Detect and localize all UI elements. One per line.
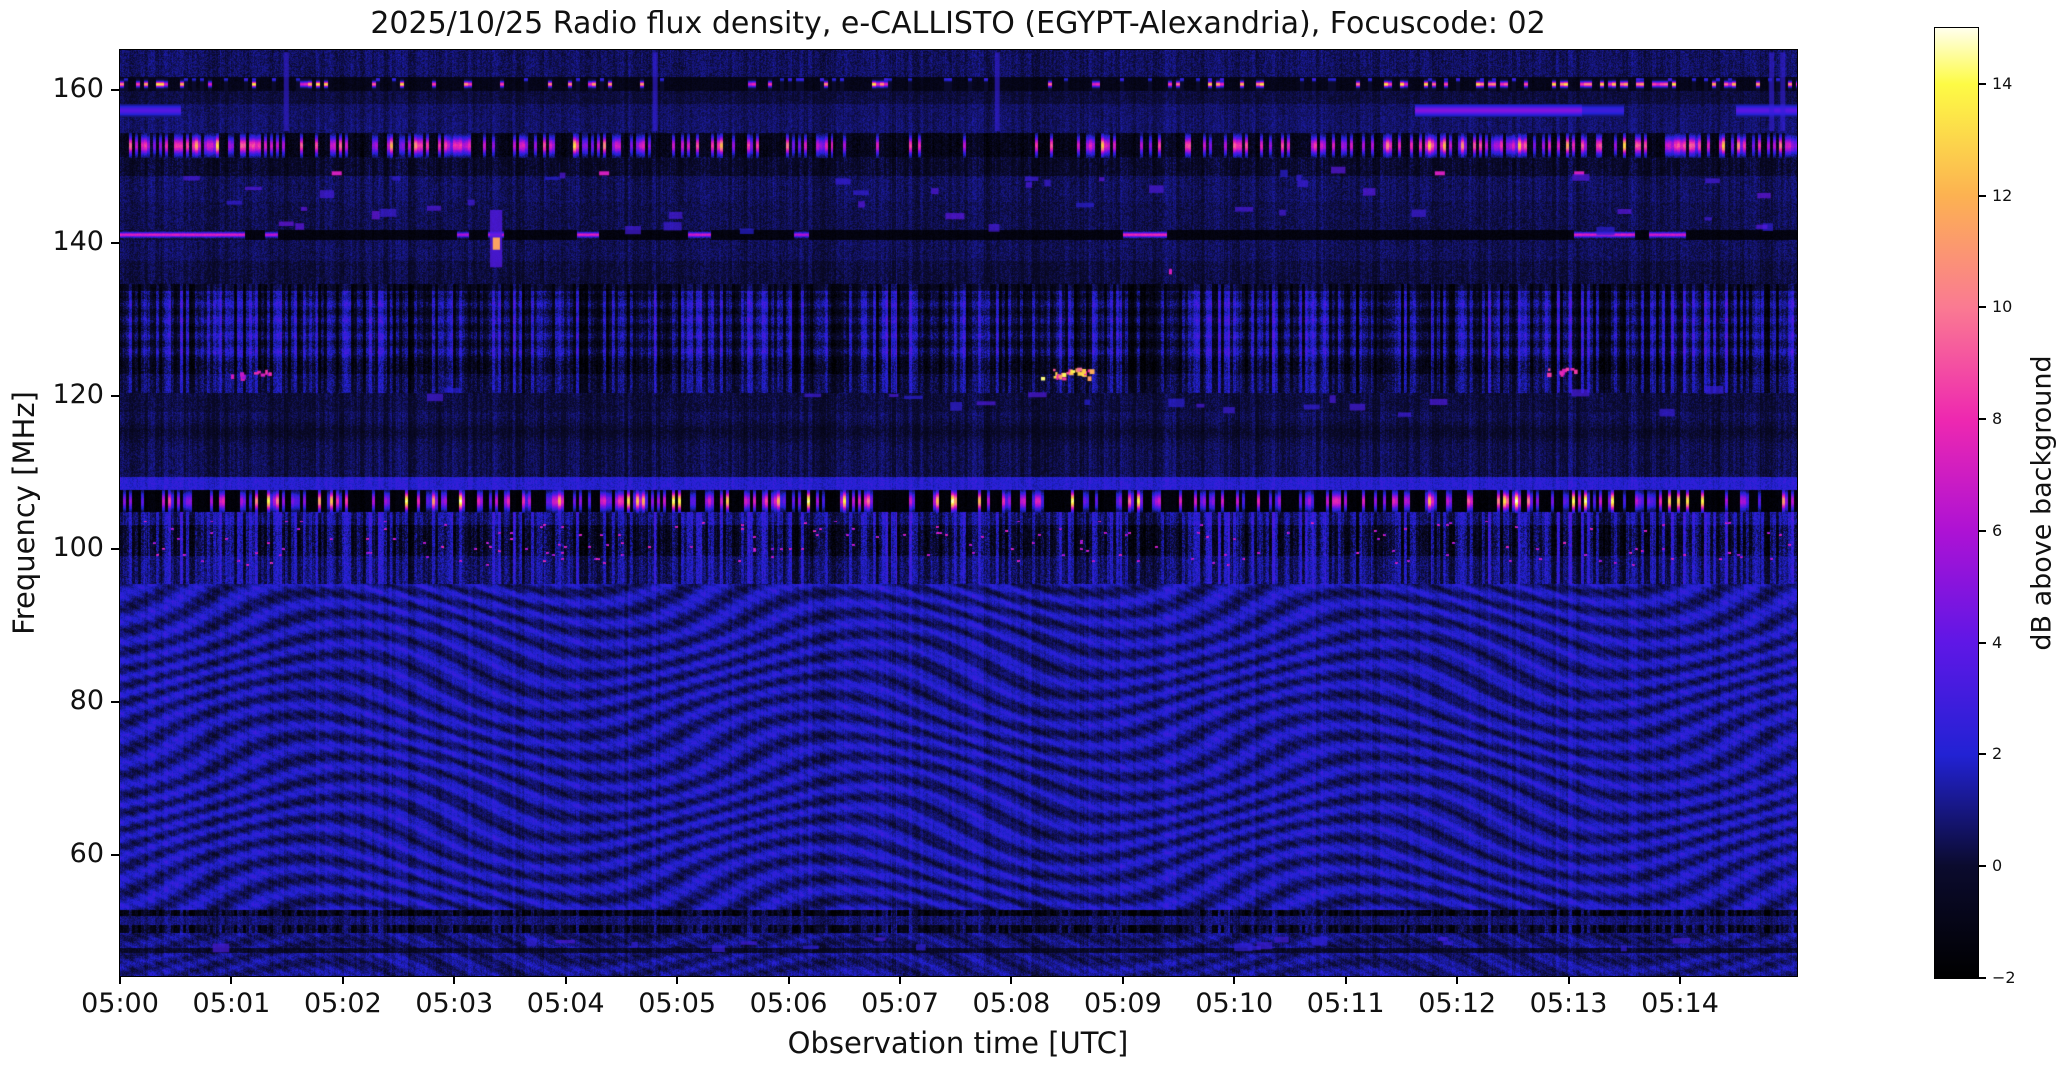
x-tick xyxy=(1679,976,1681,984)
x-tick-label: 05:04 xyxy=(526,988,605,1019)
y-tick xyxy=(111,547,119,550)
x-tick-label: 05:14 xyxy=(1641,988,1719,1019)
colorbar-tick xyxy=(1979,865,1986,868)
colorbar-tick-label: 14 xyxy=(1992,73,2013,93)
x-tick xyxy=(1233,976,1236,984)
x-tick-label: 05:10 xyxy=(1195,988,1274,1019)
x-tick xyxy=(230,976,233,984)
x-tick-label: 05:07 xyxy=(861,988,939,1019)
y-tick-label: 80 xyxy=(69,685,104,717)
x-tick-label: 05:02 xyxy=(303,988,382,1019)
x-tick-label: 05:12 xyxy=(1418,988,1497,1019)
colorbar-tick xyxy=(1979,529,1986,532)
x-tick xyxy=(1010,976,1013,984)
x-tick xyxy=(899,976,901,984)
colorbar-label: dB above background xyxy=(2026,355,2058,651)
colorbar-tick xyxy=(1979,977,1986,979)
x-tick xyxy=(341,976,344,984)
x-tick xyxy=(676,976,679,984)
colorbar-tick-label: 4 xyxy=(1992,632,2003,652)
colorbar-tick-label: 10 xyxy=(1992,297,2013,317)
spectrogram-canvas xyxy=(120,50,1797,976)
colorbar-tick xyxy=(1979,641,1986,644)
colorbar-tick xyxy=(1979,194,1986,197)
colorbar-tick-label: 6 xyxy=(1992,520,2003,540)
x-tick xyxy=(1344,976,1347,984)
x-tick-label: 05:11 xyxy=(1306,988,1385,1019)
x-tick xyxy=(119,976,121,984)
colorbar-tick xyxy=(1979,306,1986,309)
colorbar-tick-label: 12 xyxy=(1992,185,2013,205)
colorbar-tick xyxy=(1979,82,1986,85)
y-tick xyxy=(111,394,119,397)
colorbar xyxy=(1935,28,1978,978)
colorbar-tick xyxy=(1979,418,1986,421)
y-tick xyxy=(111,854,119,857)
y-axis-label: Frequency [MHz] xyxy=(7,391,41,635)
x-axis-label: Observation time [UTC] xyxy=(787,1026,1129,1060)
colorbar-tick xyxy=(1979,753,1986,756)
y-tick xyxy=(111,88,119,91)
y-tick-label: 160 xyxy=(52,72,104,104)
colorbar-tick-label: 2 xyxy=(1992,744,2003,764)
y-tick xyxy=(111,241,119,244)
x-tick xyxy=(453,976,456,984)
x-tick-label: 05:00 xyxy=(81,988,159,1019)
x-tick-label: 05:09 xyxy=(1083,988,1162,1019)
y-tick-label: 140 xyxy=(52,225,104,257)
x-tick-label: 05:08 xyxy=(972,988,1051,1019)
y-tick xyxy=(111,701,119,704)
y-tick-label: 100 xyxy=(52,531,104,563)
y-tick-label: 120 xyxy=(52,378,104,410)
x-tick-label: 05:06 xyxy=(749,988,828,1019)
colorbar-tick-label: −2 xyxy=(1992,968,2016,987)
x-tick xyxy=(787,976,790,984)
colorbar-tick-label: 8 xyxy=(1992,409,2003,429)
x-tick xyxy=(1456,976,1459,984)
x-tick-label: 05:13 xyxy=(1529,988,1608,1019)
plot-title: 2025/10/25 Radio flux density, e-CALLIST… xyxy=(370,6,1546,41)
x-tick-label: 05:01 xyxy=(192,988,271,1019)
x-tick-label: 05:05 xyxy=(638,988,717,1019)
y-tick-label: 60 xyxy=(69,838,104,870)
x-tick xyxy=(1567,976,1570,984)
x-tick xyxy=(1121,976,1124,984)
x-tick-label: 05:03 xyxy=(415,988,494,1019)
colorbar-tick-label: 0 xyxy=(1992,856,2003,876)
x-tick xyxy=(564,976,567,984)
